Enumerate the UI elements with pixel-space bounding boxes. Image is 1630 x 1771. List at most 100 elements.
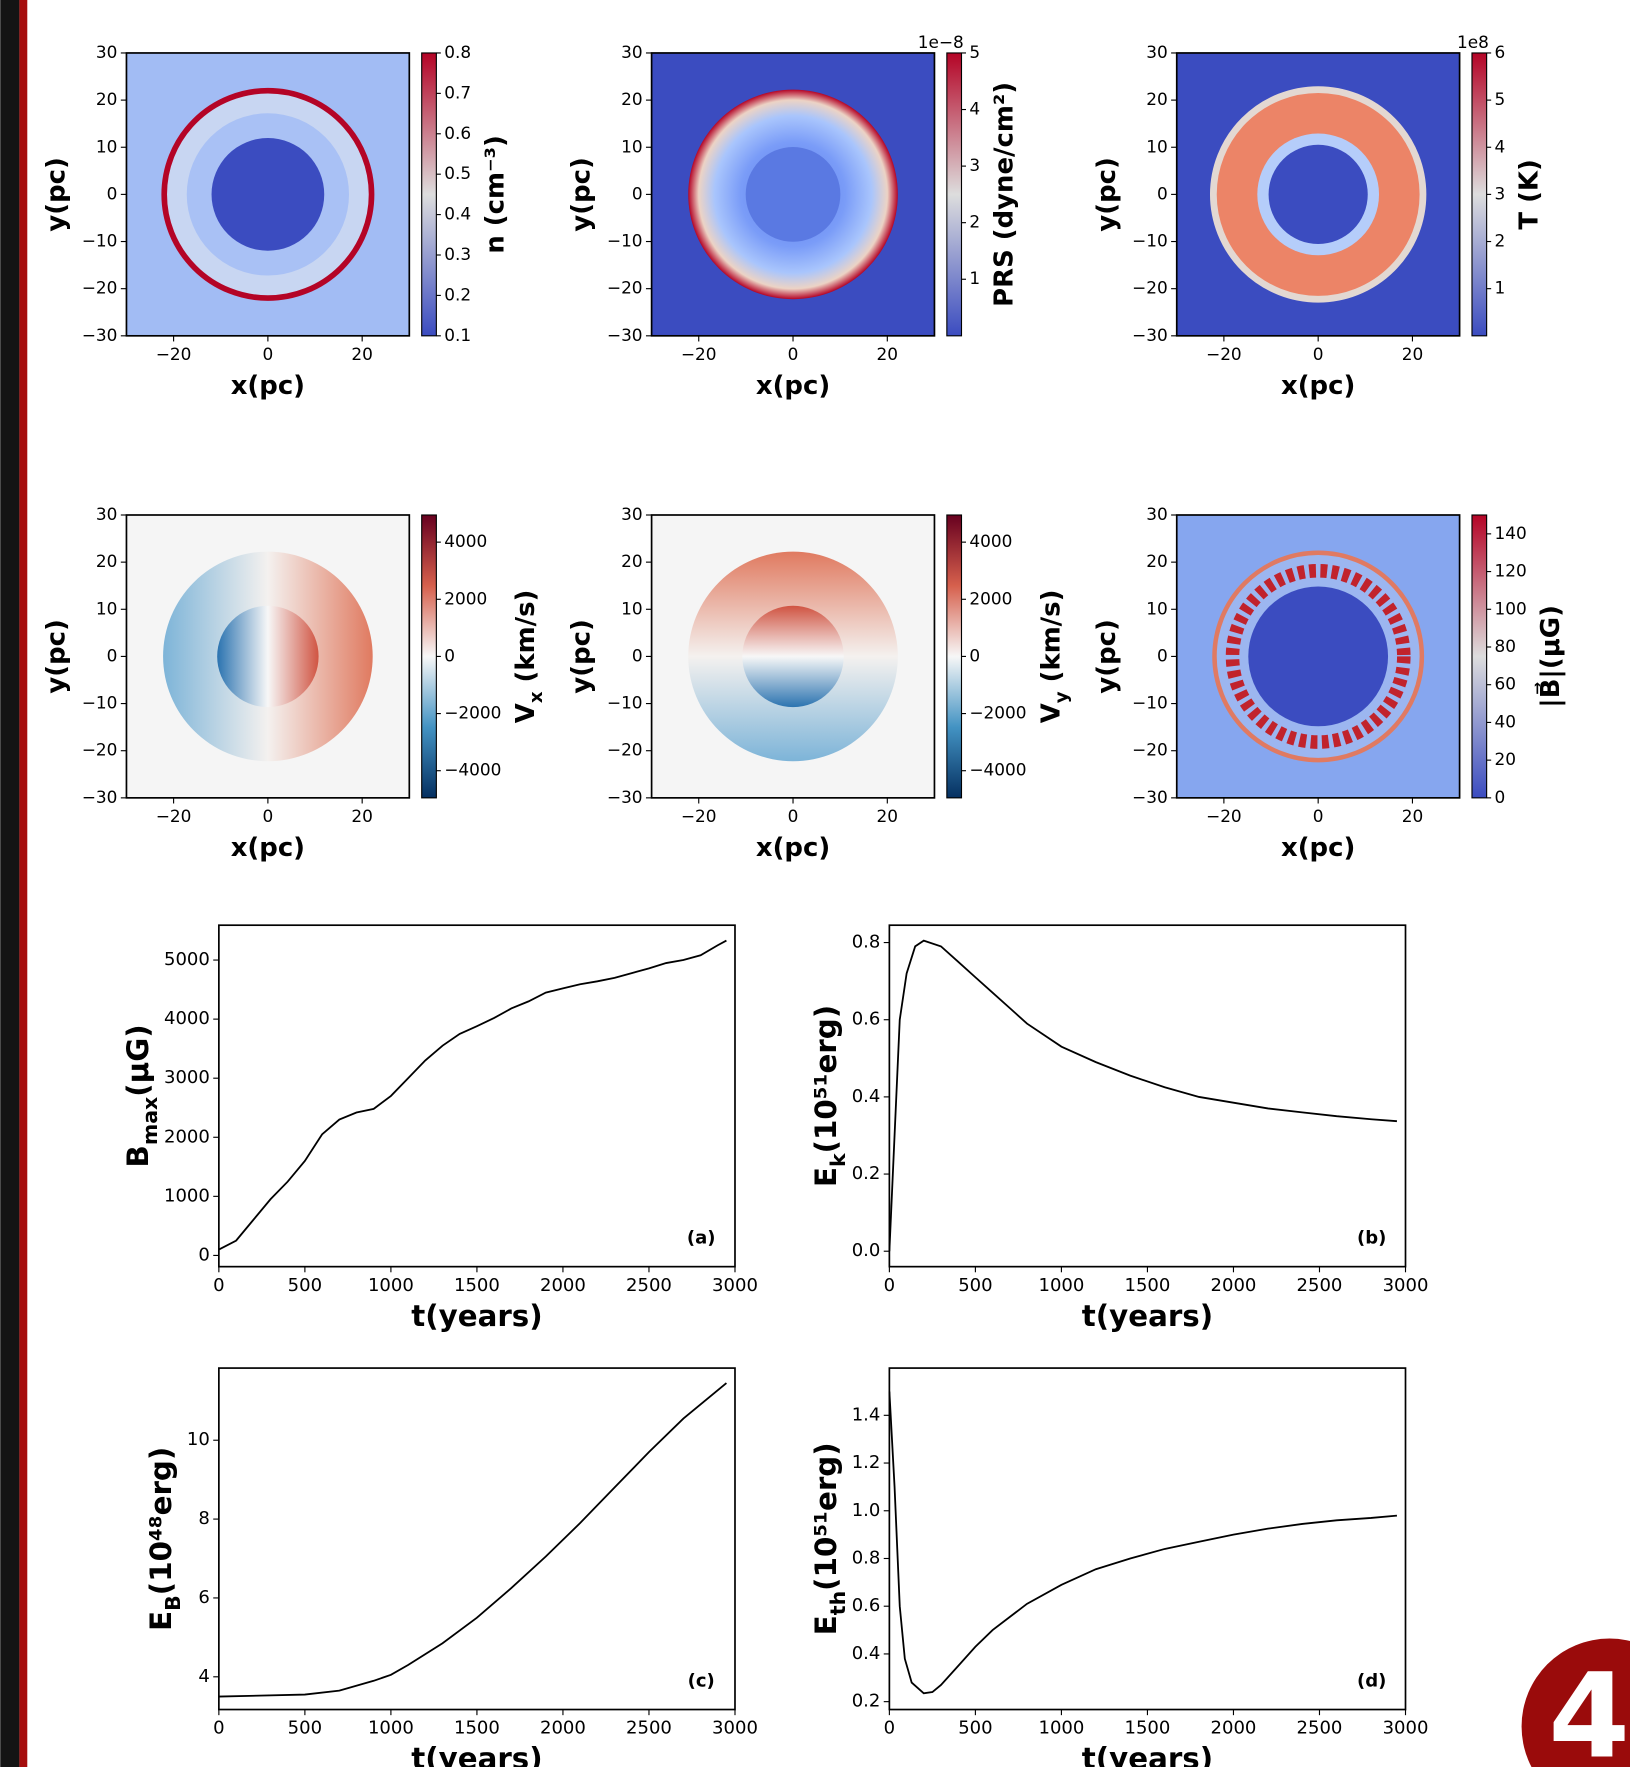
x-axis-label: x(pc) <box>231 371 305 401</box>
colorbar <box>421 52 437 337</box>
colorbar-tick-label: 3 <box>1495 183 1506 203</box>
y-tick-label: 2000 <box>164 1126 210 1147</box>
map-shape <box>745 147 841 242</box>
map-image <box>126 514 410 798</box>
x-tick-label: 2500 <box>1297 1718 1343 1739</box>
x-tick-label: 1000 <box>368 1718 414 1739</box>
x-tick-label: 2000 <box>540 1718 586 1739</box>
y-tick-label: 0 <box>107 645 118 665</box>
frame <box>888 924 1407 1268</box>
colorbar-tick-label: 0.8 <box>444 42 471 62</box>
y-tick-label: −30 <box>1132 787 1168 807</box>
colorbar-tick-label: 5 <box>969 42 980 62</box>
x-tick-label: 0 <box>788 806 799 826</box>
map-image <box>651 514 935 798</box>
x-tick-label: −20 <box>1206 344 1242 364</box>
map-shape <box>742 605 844 708</box>
colorbar-tick-label: 0.3 <box>444 244 471 264</box>
colorbar-tick-label: 5 <box>1495 89 1506 109</box>
y-tick-label: 10 <box>187 1429 210 1450</box>
colorbar-label: |B⃗|(μG) <box>1534 605 1566 708</box>
panel-annotation: (a) <box>687 1227 716 1248</box>
x-tick-label: 0 <box>263 344 274 364</box>
colorbar <box>421 514 437 799</box>
y-axis-label: y(pc) <box>41 619 71 693</box>
map-shape <box>1268 144 1368 244</box>
frame <box>888 1367 1407 1711</box>
y-tick-label: −30 <box>82 325 118 345</box>
colorbar-tick-label: 60 <box>1495 674 1517 694</box>
y-tick-label: 20 <box>96 551 117 571</box>
page-badge <box>1521 1638 1630 1771</box>
y-axis-label-text: (10⁵¹erg) <box>808 1005 842 1153</box>
colorbar-tick-label: 100 <box>1495 598 1527 618</box>
y-axis-label: Bmax(μG) <box>121 1024 163 1167</box>
x-tick-label: 20 <box>1402 344 1424 364</box>
colorbar-tick-label: 2000 <box>444 588 487 608</box>
y-tick-label: 0.4 <box>852 1086 881 1107</box>
frame <box>218 1367 736 1711</box>
x-tick-label: −20 <box>1206 806 1242 826</box>
colorbar-tick-label: 4 <box>1495 136 1506 156</box>
map-image <box>126 52 410 336</box>
x-tick-label: −20 <box>681 344 717 364</box>
page-number: 4 <box>1548 1647 1630 1767</box>
colorbar-tick-label: 2000 <box>969 588 1012 608</box>
y-tick-label: 30 <box>1146 504 1168 524</box>
x-tick-label: 500 <box>288 1275 322 1296</box>
x-axis-label: x(pc) <box>756 833 830 863</box>
x-tick-label: 2500 <box>1297 1275 1343 1296</box>
colorbar-tick-label: 0.1 <box>444 325 471 345</box>
y-tick-label: 1.2 <box>852 1452 881 1473</box>
x-tick-label: 20 <box>351 806 373 826</box>
y-tick-label: −20 <box>607 740 643 760</box>
colorbar-offset: 1e8 <box>1457 32 1489 52</box>
frame <box>218 924 736 1268</box>
y-axis-label-sub: k <box>826 1152 850 1167</box>
y-tick-label: 0 <box>632 183 643 203</box>
x-tick-label: 0 <box>1313 806 1324 826</box>
x-tick-label: 2000 <box>1211 1275 1257 1296</box>
map-shape <box>1248 586 1389 727</box>
y-axis-label-sub: th <box>826 1591 850 1615</box>
colorbar-label-base: V <box>511 703 541 723</box>
y-axis-label: Eth(10⁵¹erg) <box>808 1442 850 1635</box>
colorbar-tick-label: −4000 <box>444 760 501 780</box>
y-tick-label: 0 <box>107 183 118 203</box>
x-tick-label: 2000 <box>540 1275 586 1296</box>
colorbar-tick-label: 0.7 <box>444 82 471 102</box>
y-tick-label: 0.4 <box>852 1643 881 1664</box>
y-tick-label: 30 <box>621 504 643 524</box>
y-tick-label: 0 <box>1157 645 1168 665</box>
y-tick-label: −20 <box>82 278 118 298</box>
y-tick-label: −10 <box>82 231 118 251</box>
colorbar-offset: 1e−8 <box>918 32 964 52</box>
x-tick-label: 3000 <box>1383 1718 1429 1739</box>
y-tick-label: −20 <box>1132 278 1168 298</box>
x-tick-label: 20 <box>1402 806 1424 826</box>
x-tick-label: 1500 <box>454 1275 500 1296</box>
y-axis-label: EB(10⁴⁸erg) <box>144 1447 186 1631</box>
x-tick-label: −20 <box>681 806 717 826</box>
colorbar <box>1471 52 1488 337</box>
x-tick-label: 500 <box>288 1718 322 1739</box>
x-tick-label: 2500 <box>626 1718 672 1739</box>
colorbar-label-sub: x <box>526 691 547 703</box>
y-axis-label: y(pc) <box>567 619 597 693</box>
colorbar-tick-label: −2000 <box>444 703 501 723</box>
colorbar-tick-label: −2000 <box>969 703 1026 723</box>
data-line <box>888 1391 1398 1695</box>
x-tick-label: 3000 <box>1383 1275 1429 1296</box>
y-tick-label: 10 <box>621 136 643 156</box>
y-axis-label: y(pc) <box>41 157 71 231</box>
map-image <box>1176 52 1460 336</box>
x-tick-label: 1500 <box>1125 1275 1171 1296</box>
x-tick-label: 2500 <box>626 1275 672 1296</box>
x-tick-label: 0 <box>213 1718 224 1739</box>
panel-annotation: (b) <box>1357 1227 1386 1248</box>
y-axis-label-text: (10⁴⁸erg) <box>144 1447 178 1595</box>
colorbar-tick-label: −4000 <box>969 760 1026 780</box>
y-tick-label: 4 <box>198 1666 209 1687</box>
y-axis-label-text: (10⁵¹erg) <box>808 1442 842 1590</box>
